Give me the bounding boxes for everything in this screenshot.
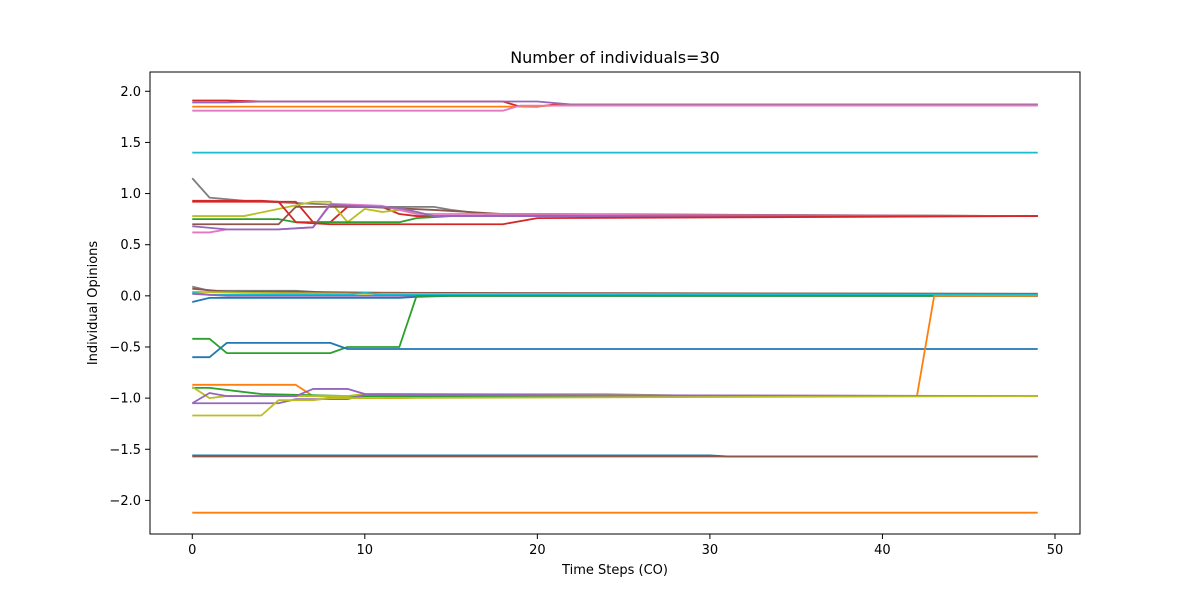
x-tick-label: 40 [874,543,891,558]
x-tick-label: 10 [357,543,374,558]
y-tick-label: 2.0 [120,85,141,100]
x-tick-label: 30 [702,543,719,558]
x-axis-label: Time Steps (CO) [561,563,668,578]
plot-frame [149,71,1081,535]
chart-title: Number of individuals=30 [510,48,720,67]
opinion-line-2 [192,100,1038,106]
opinion-line-4 [192,104,1038,112]
y-axis-label: Individual Opinions [86,241,101,366]
y-tick-label: −0.5 [109,340,141,355]
y-tick-label: 1.0 [120,187,141,202]
y-tick-label: −2.0 [109,494,141,509]
y-tick-label: 1.5 [120,136,141,151]
opinion-line-27 [192,395,1038,417]
x-ticks: 0 10 20 30 40 50 [188,534,1063,558]
y-ticks: −2.0 −1.5 −1.0 −0.5 0.0 0.5 1.0 1.5 2.0 [109,85,150,509]
y-tick-label: 0.5 [120,238,141,253]
x-tick-label: 0 [188,543,196,558]
x-tick-label: 20 [529,543,546,558]
opinion-line-21 [192,341,1038,359]
opinion-line-11 [192,202,1038,234]
opinion-line-15 [192,287,1038,295]
opinion-line-20 [192,294,1038,355]
y-tick-label: −1.0 [109,392,141,407]
series-layer [191,99,1038,514]
y-tick-label: −1.5 [109,443,141,458]
x-tick-label: 50 [1047,543,1064,558]
opinion-line-13 [192,199,1038,226]
y-tick-label: 0.0 [120,289,141,304]
opinion-line-12 [192,203,1038,231]
